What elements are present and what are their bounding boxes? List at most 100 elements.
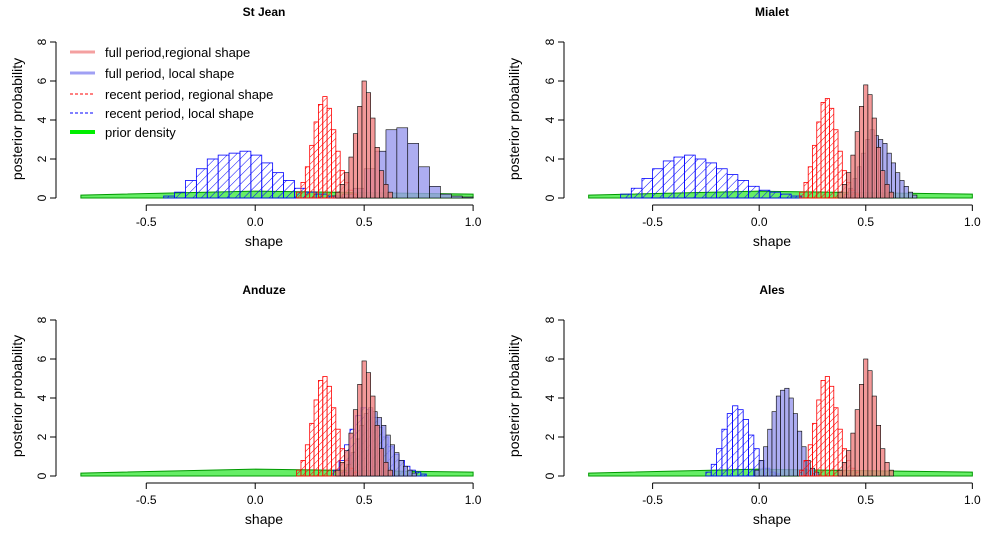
bar-recent-regional bbox=[820, 380, 826, 477]
bar-recent-local bbox=[185, 180, 197, 199]
bar-recent-local bbox=[641, 178, 654, 199]
y-tick-label: 8 bbox=[543, 316, 557, 323]
bar-full-local bbox=[780, 389, 786, 477]
bar-full-local bbox=[754, 469, 760, 477]
bar-full-regional bbox=[863, 84, 869, 199]
bar-full-regional bbox=[357, 106, 363, 199]
legend-label: recent period, local shape bbox=[105, 106, 254, 121]
y-tick-label: 4 bbox=[35, 394, 49, 401]
bar-recent-regional bbox=[296, 469, 302, 477]
bar-full-regional bbox=[344, 172, 350, 199]
bar-recent-regional bbox=[816, 399, 822, 477]
bar-recent-regional bbox=[326, 107, 332, 199]
bar-recent-local bbox=[217, 154, 230, 199]
bar-full-regional bbox=[888, 469, 894, 477]
y-tick-label: 6 bbox=[35, 77, 49, 84]
bar-recent-regional bbox=[322, 376, 328, 477]
bar-recent-local bbox=[769, 191, 781, 199]
bar-full-local bbox=[784, 387, 790, 477]
bar-full-local bbox=[899, 180, 905, 199]
legend: full period,regional shape full period, … bbox=[70, 45, 273, 140]
y-tick-label: 8 bbox=[35, 316, 49, 323]
y-tick-label: 2 bbox=[543, 155, 557, 162]
bar-recent-local bbox=[673, 156, 685, 199]
legend-label: recent period, regional shape bbox=[105, 87, 273, 102]
panel-title: Ales bbox=[759, 283, 785, 297]
bar-full-regional bbox=[871, 117, 877, 199]
bar-full-regional bbox=[876, 424, 881, 477]
bar-recent-local bbox=[163, 195, 175, 199]
bar-recent-local bbox=[758, 189, 771, 199]
bar-full-regional bbox=[344, 450, 350, 477]
bar-recent-regional bbox=[812, 422, 818, 477]
y-tick-label: 2 bbox=[543, 433, 557, 440]
bar-recent-regional bbox=[331, 129, 337, 199]
bar-full-regional bbox=[837, 469, 843, 477]
bar-recent-regional bbox=[837, 150, 843, 199]
y-tick-label: 6 bbox=[543, 355, 557, 362]
y-tick-label: 0 bbox=[35, 194, 49, 201]
bar-recent-regional bbox=[799, 469, 805, 477]
bar-recent-local bbox=[250, 154, 263, 199]
bar-full-regional bbox=[352, 409, 358, 477]
bar-recent-local bbox=[780, 193, 792, 199]
panel-st-jean: St Jean shape posterior probability -0.5… bbox=[9, 5, 482, 249]
bar-full-local bbox=[398, 460, 404, 477]
bar-full-local bbox=[394, 452, 400, 477]
bar-recent-regional bbox=[803, 459, 809, 477]
panel-mialet: Mialet shape posterior probability -0.5 0… bbox=[506, 5, 981, 249]
panel-title: St Jean bbox=[243, 5, 286, 19]
y-tick-label: 2 bbox=[35, 155, 49, 162]
bar-full-regional bbox=[348, 432, 354, 477]
bar-full-local bbox=[396, 127, 409, 199]
x-tick-label: 1.0 bbox=[964, 493, 981, 507]
bar-full-regional bbox=[842, 462, 847, 477]
bar-recent-local bbox=[705, 162, 717, 199]
bar-full-regional bbox=[379, 448, 385, 477]
bar-full-regional bbox=[871, 395, 877, 477]
bar-recent-regional bbox=[313, 121, 319, 199]
y-tick-label: 4 bbox=[35, 116, 49, 123]
bar-recent-regional bbox=[837, 428, 843, 477]
y-tick-label: 4 bbox=[543, 116, 557, 123]
bar-full-regional bbox=[884, 184, 890, 199]
bar-recent-local bbox=[420, 473, 427, 477]
x-tick-label: 1.0 bbox=[964, 215, 981, 229]
bar-recent-regional bbox=[317, 380, 324, 477]
bar-full-local bbox=[403, 465, 409, 477]
bar-full-regional bbox=[846, 450, 852, 477]
x-tick-label: 0.0 bbox=[247, 493, 264, 507]
y-tick-label: 2 bbox=[35, 433, 49, 440]
x-tick-label: 0.0 bbox=[247, 215, 264, 229]
bar-full-local bbox=[792, 413, 798, 477]
bar-recent-regional bbox=[803, 181, 809, 199]
bar-full-regional bbox=[352, 133, 358, 199]
bar-full-local bbox=[771, 411, 777, 477]
bar-full-regional bbox=[370, 395, 376, 477]
x-axis-label: shape bbox=[245, 511, 283, 527]
bar-full-regional bbox=[854, 131, 860, 199]
bar-full-local bbox=[418, 166, 430, 199]
bar-recent-local bbox=[748, 434, 755, 477]
bar-recent-local bbox=[742, 419, 749, 477]
bar-full-regional bbox=[383, 184, 389, 199]
bar-recent-local bbox=[195, 168, 208, 199]
bar-recent-regional bbox=[824, 376, 830, 477]
bar-full-regional bbox=[846, 172, 852, 199]
bar-recent-regional bbox=[824, 98, 830, 199]
bar-recent-local bbox=[694, 158, 707, 199]
y-axis-label: posterior probability bbox=[9, 335, 25, 457]
bar-full-local bbox=[895, 172, 901, 199]
bar-recent-regional bbox=[326, 385, 332, 477]
bar-recent-local bbox=[272, 172, 284, 199]
y-tick-label: 0 bbox=[543, 472, 557, 479]
bar-recent-regional bbox=[304, 166, 311, 199]
legend-label: full period,regional shape bbox=[105, 45, 250, 60]
bar-full-regional bbox=[867, 370, 873, 477]
bar-recent-regional bbox=[331, 407, 337, 477]
bar-recent-regional bbox=[816, 121, 822, 199]
bar-full-regional bbox=[876, 147, 881, 199]
bar-recent-local bbox=[716, 448, 723, 477]
bar-full-regional bbox=[357, 384, 363, 477]
bar-full-regional bbox=[850, 432, 856, 477]
